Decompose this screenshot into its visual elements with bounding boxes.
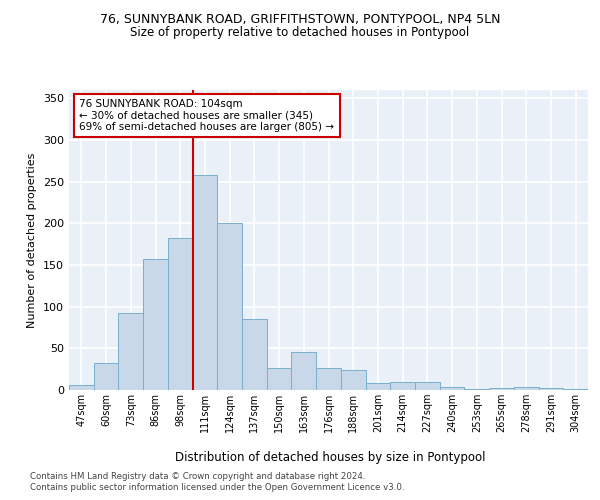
Text: 76 SUNNYBANK ROAD: 104sqm
← 30% of detached houses are smaller (345)
69% of semi: 76 SUNNYBANK ROAD: 104sqm ← 30% of detac… bbox=[79, 99, 334, 132]
Bar bbox=[267, 368, 292, 390]
Bar bbox=[341, 370, 365, 390]
Bar bbox=[242, 319, 267, 390]
Bar bbox=[365, 384, 390, 390]
Bar bbox=[193, 175, 217, 390]
Bar bbox=[143, 259, 168, 390]
Bar bbox=[514, 386, 539, 390]
Bar bbox=[464, 389, 489, 390]
Bar bbox=[390, 382, 415, 390]
Bar bbox=[94, 362, 118, 390]
Bar bbox=[563, 389, 588, 390]
Bar bbox=[292, 352, 316, 390]
Bar bbox=[440, 386, 464, 390]
Bar bbox=[415, 382, 440, 390]
Y-axis label: Number of detached properties: Number of detached properties bbox=[28, 152, 37, 328]
Bar bbox=[118, 312, 143, 390]
Bar bbox=[489, 388, 514, 390]
Text: Distribution of detached houses by size in Pontypool: Distribution of detached houses by size … bbox=[175, 451, 485, 464]
Bar bbox=[217, 222, 242, 390]
Text: Size of property relative to detached houses in Pontypool: Size of property relative to detached ho… bbox=[130, 26, 470, 39]
Bar bbox=[316, 368, 341, 390]
Bar bbox=[69, 385, 94, 390]
Text: 76, SUNNYBANK ROAD, GRIFFITHSTOWN, PONTYPOOL, NP4 5LN: 76, SUNNYBANK ROAD, GRIFFITHSTOWN, PONTY… bbox=[100, 12, 500, 26]
Bar bbox=[168, 238, 193, 390]
Bar bbox=[539, 388, 563, 390]
Text: Contains HM Land Registry data © Crown copyright and database right 2024.: Contains HM Land Registry data © Crown c… bbox=[30, 472, 365, 481]
Text: Contains public sector information licensed under the Open Government Licence v3: Contains public sector information licen… bbox=[30, 484, 404, 492]
